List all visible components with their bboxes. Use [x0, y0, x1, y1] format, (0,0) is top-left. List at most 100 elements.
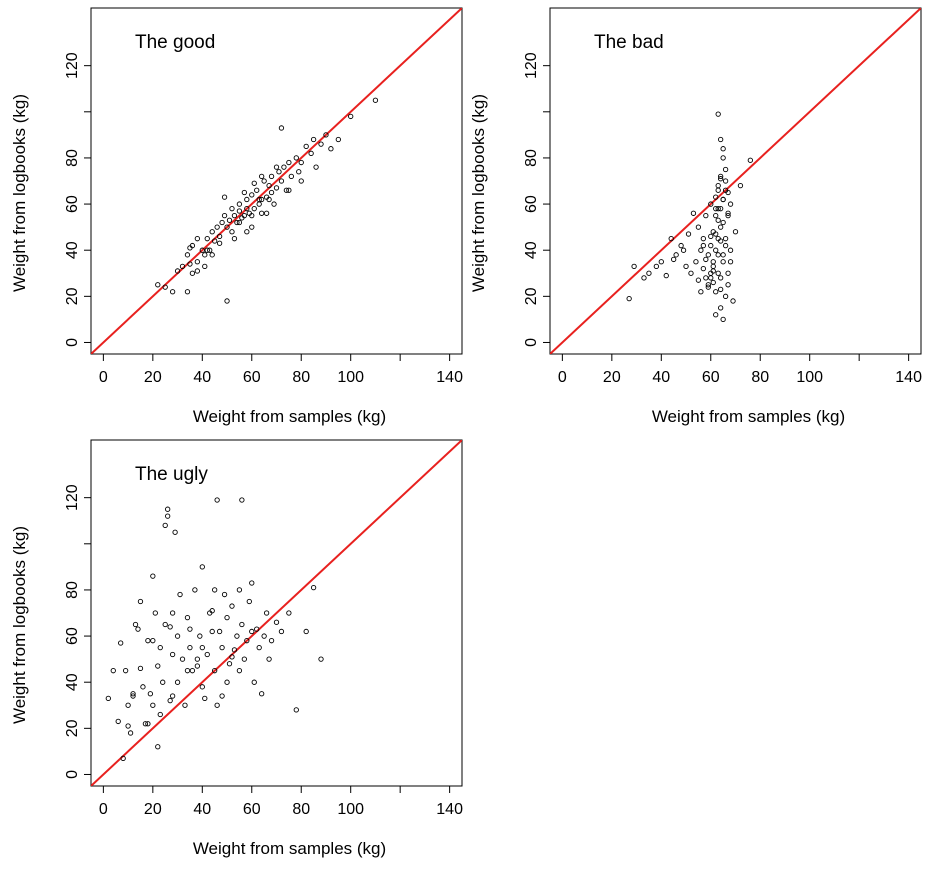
data-point [221, 591, 228, 598]
data-point [268, 638, 275, 644]
data-point [249, 628, 255, 635]
x-axis-label: Weight from samples (kg) [193, 407, 386, 426]
data-point [251, 679, 257, 685]
data-point [105, 695, 111, 701]
data-point [150, 638, 156, 644]
reference-line [550, 8, 921, 354]
data-point [249, 224, 255, 230]
x-tick-label: 80 [751, 369, 769, 386]
data-point [236, 208, 243, 214]
data-point [246, 598, 252, 605]
data-point [162, 284, 168, 290]
data-point [713, 194, 719, 200]
data-point [281, 164, 287, 170]
data-point [323, 132, 329, 138]
data-point [747, 157, 753, 163]
data-point [722, 187, 729, 193]
data-point [256, 201, 262, 207]
data-point [127, 730, 134, 736]
data-point [167, 624, 173, 630]
data-point [157, 644, 163, 651]
data-point [251, 180, 257, 186]
data-point [259, 173, 265, 180]
data-point [268, 173, 275, 180]
data-point [266, 656, 272, 662]
data-point [722, 293, 729, 299]
data-point [169, 693, 176, 699]
data-point [700, 242, 706, 249]
data-point [152, 610, 158, 616]
data-point [703, 256, 709, 263]
data-point [169, 651, 176, 658]
data-point [157, 711, 163, 718]
data-point [256, 644, 262, 651]
y-tick-label: 40 [523, 241, 540, 259]
data-point [713, 206, 719, 212]
data-point [278, 628, 285, 635]
data-point [202, 695, 208, 701]
data-point [705, 252, 711, 258]
data-point [631, 263, 637, 269]
panels: 0 20 40 60 80 100 140 0 20 40 60 80 120 Weight from s… [10, 7, 922, 858]
data-point [145, 638, 151, 644]
data-point [688, 270, 694, 276]
data-point [310, 584, 317, 591]
y-tick-label: 120 [64, 484, 81, 511]
data-point [713, 212, 719, 219]
data-point [221, 212, 228, 219]
y-tick-label: 40 [64, 241, 81, 259]
data-point [122, 668, 129, 674]
data-point [259, 196, 265, 203]
data-point [132, 621, 139, 628]
data-point [668, 236, 674, 242]
data-point [241, 189, 247, 196]
data-point [718, 238, 724, 244]
data-point [298, 178, 304, 184]
points [626, 111, 753, 323]
data-point [145, 721, 151, 727]
y-tick-label: 20 [523, 287, 540, 305]
data-point [214, 702, 220, 708]
data-point [732, 229, 739, 235]
data-point [727, 259, 734, 265]
data-point [172, 529, 178, 535]
reference-line [91, 8, 462, 354]
y-tick-label: 80 [64, 581, 81, 599]
panel-title: The ugly [135, 464, 208, 485]
data-point [259, 210, 265, 216]
data-point [244, 229, 250, 235]
panel-title: The bad [594, 32, 664, 53]
x-tick-label: 40 [652, 369, 670, 386]
data-point [249, 212, 255, 219]
y-tick-label: 120 [523, 52, 540, 79]
data-point [189, 668, 196, 674]
data-point [182, 702, 188, 708]
data-point [308, 150, 314, 156]
y-tick-label: 0 [64, 770, 81, 779]
data-point [236, 668, 243, 674]
data-point [169, 289, 176, 295]
data-point [680, 247, 687, 253]
data-point [254, 187, 260, 193]
data-point [710, 279, 716, 286]
data-point [212, 587, 218, 593]
data-point [708, 242, 714, 249]
data-point [313, 164, 319, 170]
data-point [207, 247, 213, 253]
y-tick-label: 120 [64, 52, 81, 79]
y-tick-label: 0 [523, 338, 540, 347]
data-point [276, 169, 282, 175]
x-tick-label: 80 [292, 369, 310, 386]
data-point [718, 224, 724, 230]
data-point [271, 201, 277, 207]
data-point [283, 187, 290, 193]
data-point [286, 159, 292, 166]
data-point [110, 668, 116, 674]
data-point [224, 298, 230, 304]
x-tick-label: 140 [436, 801, 463, 818]
x-tick-label: 20 [603, 369, 621, 386]
data-point [296, 169, 302, 175]
data-point [641, 275, 647, 281]
data-point [703, 275, 709, 281]
